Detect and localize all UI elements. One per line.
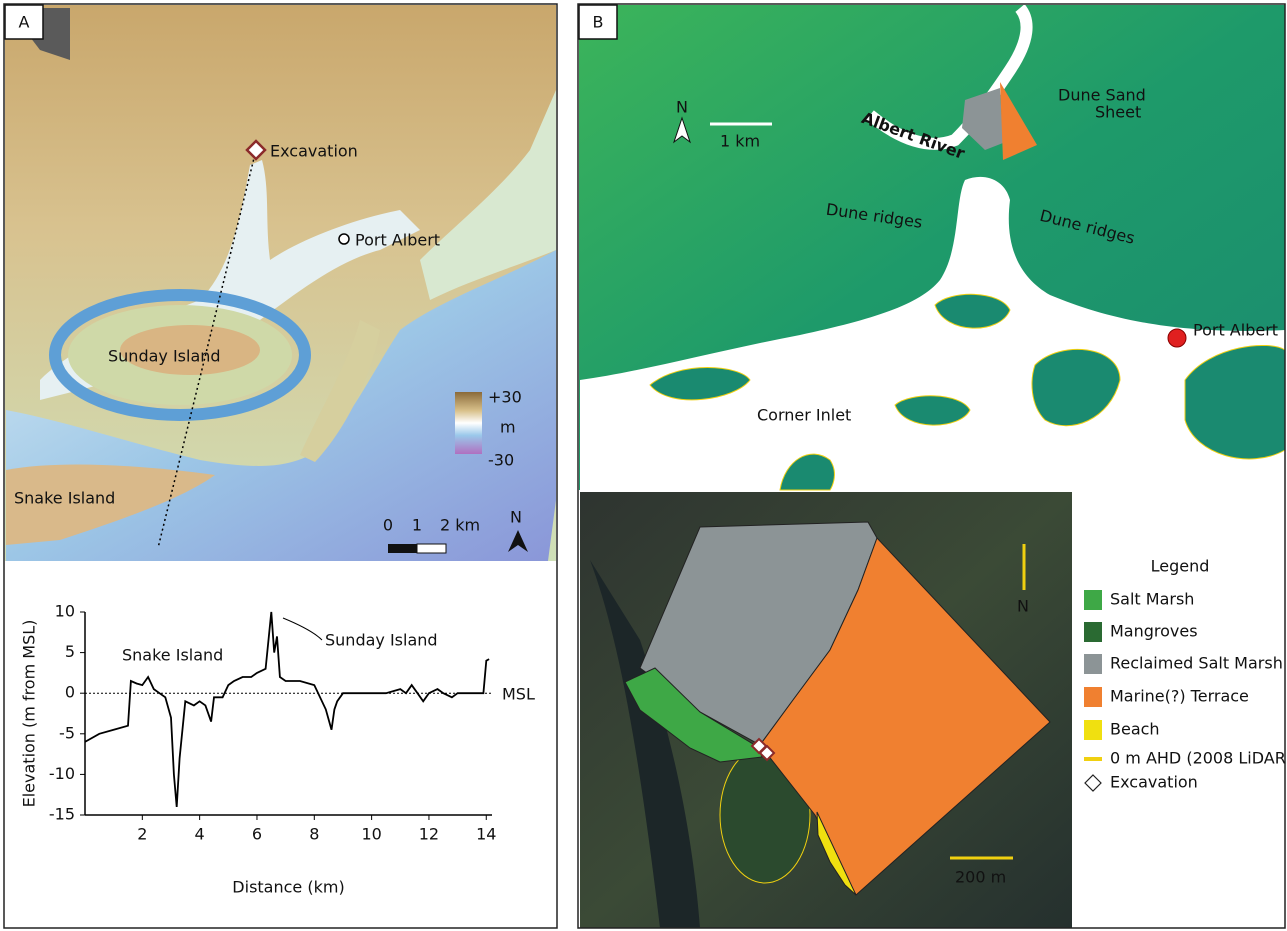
legend-label: Marine(?) Terrace (1110, 687, 1249, 706)
x-tick-label: 2 (137, 825, 147, 844)
leader-line (283, 618, 322, 640)
panel-b-map (579, 5, 1285, 490)
legend-swatch (1084, 590, 1102, 610)
reference-label: MSL (502, 685, 535, 704)
figure: A Excavation Port Albert Sunday Island Snake… (0, 0, 1287, 931)
panel-a-map (5, 5, 556, 561)
color-bar (455, 392, 482, 454)
scale-bar-label: 1 km (720, 132, 760, 151)
annotation: Sunday Island (325, 631, 438, 650)
color-scale-label: -30 (488, 451, 514, 470)
scale-bar-label: 200 m (955, 868, 1006, 887)
scale-bar-black (388, 544, 417, 553)
north-label: N (676, 98, 688, 117)
legend-swatch (1084, 720, 1102, 740)
panel-b-inset (580, 492, 1072, 928)
scale-bar-white (417, 544, 446, 553)
map-label: Snake Island (14, 489, 115, 508)
legend-swatch (1084, 687, 1102, 707)
scale-bar-label: 1 (412, 516, 422, 535)
legend-swatch (1085, 775, 1101, 791)
map-label: Port Albert (355, 231, 440, 250)
legend-label: 0 m AHD (2008 LiDAR) (1110, 749, 1287, 768)
y-tick-label: -15 (49, 805, 75, 824)
north-label: N (510, 508, 522, 527)
panel-label: B (593, 13, 604, 32)
port-albert-marker (1168, 329, 1186, 347)
north-label: N (1017, 597, 1029, 616)
map-label: Sunday Island (108, 347, 221, 366)
map-label: Excavation (270, 142, 358, 161)
y-tick-label: 10 (55, 602, 75, 621)
annotation: Snake Island (122, 646, 223, 665)
y-axis-label: Elevation (m from MSL) (20, 620, 39, 808)
legend-label: Mangroves (1110, 622, 1198, 641)
legend-swatch (1084, 654, 1102, 674)
y-tick-label: -10 (49, 764, 75, 783)
legend-label: Excavation (1110, 773, 1198, 792)
color-scale-label: +30 (488, 388, 522, 407)
scale-bar-label: 0 (383, 516, 393, 535)
x-axis-label: Distance (km) (232, 878, 344, 897)
x-tick-label: 8 (309, 825, 319, 844)
x-tick-label: 6 (252, 825, 262, 844)
y-tick-label: 5 (65, 642, 75, 661)
legend-label: Beach (1110, 720, 1160, 739)
x-tick-label: 14 (476, 825, 496, 844)
legend-swatch (1084, 622, 1102, 642)
color-scale-label: m (500, 418, 516, 437)
map-label: Sheet (1095, 103, 1141, 122)
map-label: Port Albert (1193, 321, 1278, 340)
legend-label: Reclaimed Salt Marsh (1110, 654, 1283, 673)
map-label: Corner Inlet (757, 406, 851, 425)
x-tick-label: 4 (195, 825, 205, 844)
x-tick-label: 12 (419, 825, 439, 844)
x-tick-label: 10 (361, 825, 381, 844)
legend-label: Salt Marsh (1110, 590, 1194, 609)
port-albert-marker (339, 234, 349, 244)
y-tick-label: 0 (65, 683, 75, 702)
y-tick-label: -5 (59, 723, 75, 742)
legend-title: Legend (1151, 557, 1210, 576)
panel-label: A (19, 13, 30, 32)
scale-bar-label: 2 km (440, 516, 480, 535)
